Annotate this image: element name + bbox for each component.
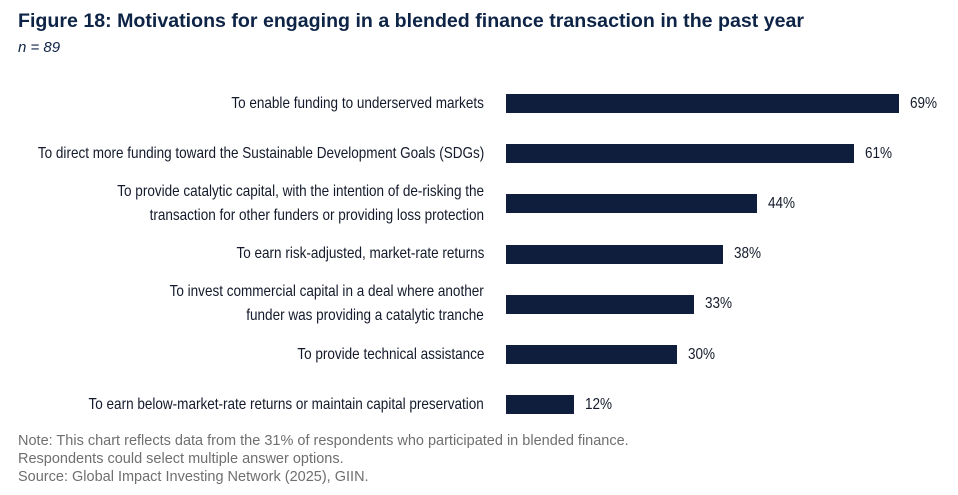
- category-label: To earn below-market-rate returns or mai…: [88, 395, 484, 413]
- bar-chart: To enable funding to underserved markets…: [0, 80, 958, 430]
- data-label: 44%: [767, 194, 795, 212]
- category-label: To provide catalytic capital, with the i…: [117, 182, 484, 224]
- bar-row: To earn risk-adjusted, market-rate retur…: [0, 229, 958, 279]
- bar: [506, 294, 695, 314]
- bar-row: To provide technical assistance 30%: [0, 330, 958, 380]
- bar-row: To enable funding to underserved markets…: [0, 79, 958, 129]
- bar-row: To provide catalytic capital, with the i…: [0, 179, 958, 229]
- category-label: To enable funding to underserved markets: [231, 94, 484, 112]
- category-label: To invest commercial capital in a deal w…: [169, 283, 484, 325]
- data-label: 61%: [864, 144, 892, 162]
- category-label: To direct more funding toward the Sustai…: [37, 144, 484, 162]
- data-label: 12%: [585, 395, 613, 413]
- bar: [506, 144, 854, 164]
- data-label: 33%: [705, 295, 733, 313]
- source-note: Source: Global Impact Investing Network …: [18, 469, 369, 485]
- data-label: 69%: [910, 94, 938, 112]
- bar: [506, 345, 677, 364]
- respondents-note: Respondents could select multiple answer…: [18, 451, 344, 467]
- category-label: To provide technical assistance: [296, 345, 484, 363]
- bar: [506, 94, 900, 113]
- chart-note: Note: This chart reflects data from the …: [18, 433, 629, 449]
- bar: [506, 244, 723, 264]
- bar-row: To earn below-market-rate returns or mai…: [0, 380, 958, 430]
- chart-notes: Note: This chart reflects data from the …: [18, 432, 629, 486]
- bar: [506, 395, 575, 415]
- data-label: 30%: [688, 345, 716, 363]
- sample-size-label: n = 89: [18, 39, 61, 56]
- bar-row: To direct more funding toward the Sustai…: [0, 129, 958, 179]
- bar-row: To invest commercial capital in a deal w…: [0, 279, 958, 329]
- bar: [506, 194, 757, 214]
- category-label: To earn risk-adjusted, market-rate retur…: [236, 245, 484, 263]
- data-label: 38%: [733, 245, 761, 263]
- chart-title: Figure 18: Motivations for engaging in a…: [18, 10, 805, 32]
